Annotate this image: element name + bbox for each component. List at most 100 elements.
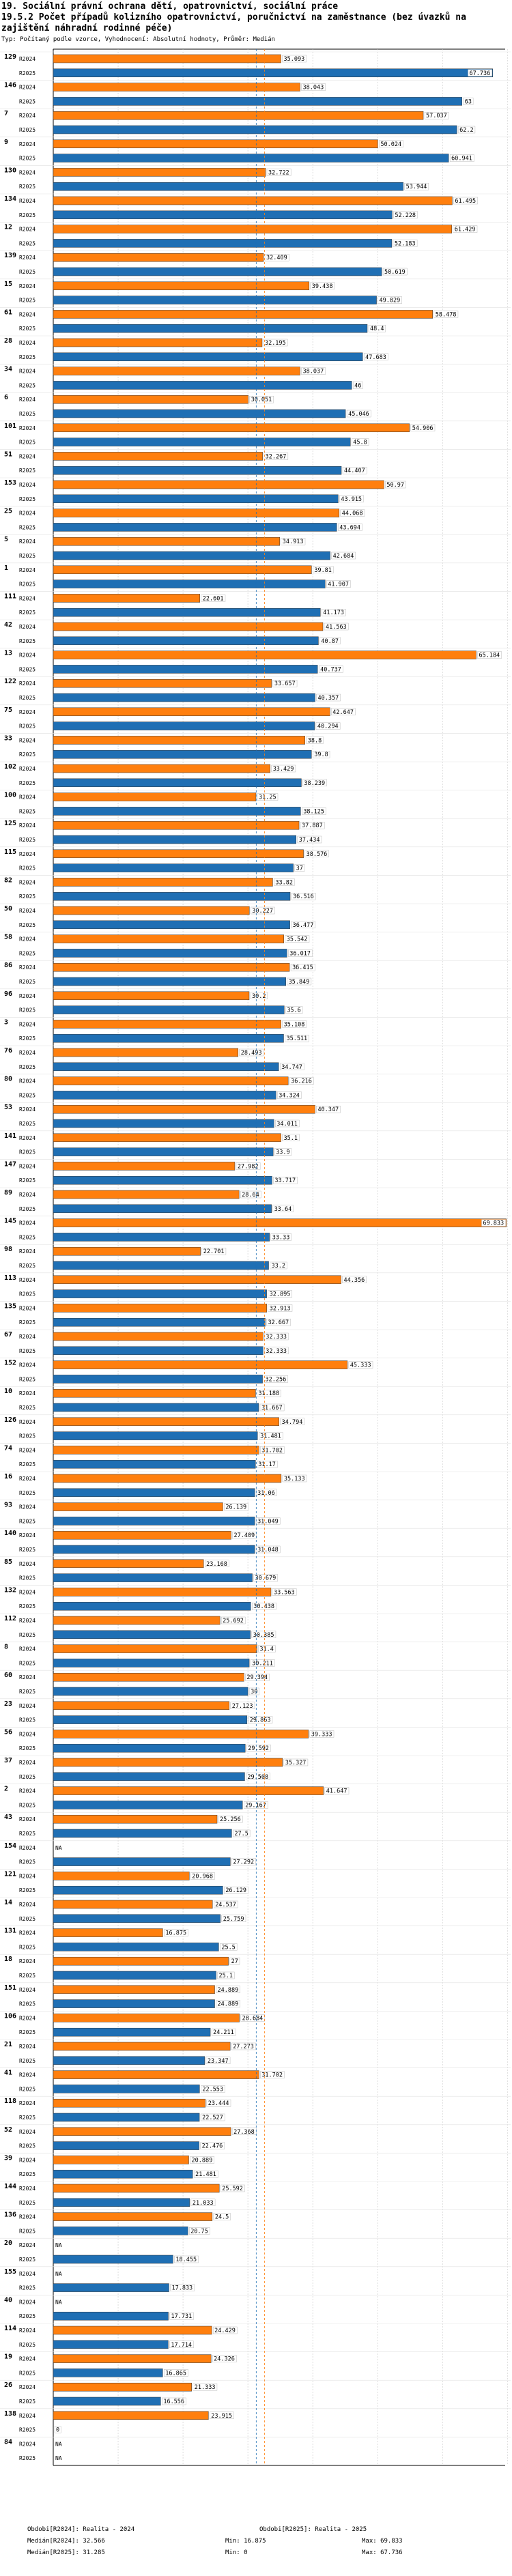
value-label: 47.683 (365, 354, 386, 361)
bar-r2025 (53, 891, 291, 901)
value-label: 30.211 (252, 1660, 273, 1667)
bar-r2025 (53, 1630, 251, 1640)
group-label: 67 (4, 1331, 12, 1339)
series-label: R2025 (19, 1319, 35, 1326)
value-label: 33.33 (272, 1234, 290, 1241)
series-label: R2024 (19, 2356, 35, 2362)
bar-r2025 (53, 1091, 276, 1100)
value-label-box (221, 1616, 246, 1625)
value-label-box (243, 1801, 268, 1809)
bar-r2025 (53, 2198, 190, 2207)
legend-median-2025: Medián[R2025]: 31.285 (27, 2549, 105, 2556)
series-label: R2025 (19, 2115, 35, 2121)
bar-r2024 (53, 2411, 209, 2420)
value-label-box (193, 2383, 218, 2391)
value-label: 31.17 (258, 1461, 276, 1468)
value-label: 50.619 (384, 269, 406, 276)
bar-r2024 (53, 1872, 190, 1880)
value-label-box (272, 1588, 297, 1596)
value-label-box (216, 2000, 240, 2007)
series-label: R2025 (19, 1490, 35, 1496)
value-label: 37.887 (302, 822, 323, 829)
bar-r2024 (53, 1218, 507, 1227)
value-label-box (331, 552, 356, 560)
value-label-box (216, 1986, 240, 1994)
group-label: 147 (4, 1160, 16, 1168)
value-label: 39.438 (312, 283, 333, 290)
value-label-box (339, 495, 364, 502)
bar-r2024 (53, 1360, 348, 1369)
value-label: 25.759 (223, 1916, 244, 1923)
value-label-box (276, 1091, 302, 1099)
bar-r2025 (53, 2056, 205, 2065)
bar-r2024 (53, 253, 264, 262)
value-label-box (220, 1943, 238, 1951)
value-label-box (310, 282, 335, 289)
group-label: 75 (4, 706, 12, 714)
value-label-box (162, 2397, 186, 2405)
value-label-box (264, 453, 289, 460)
value-label-box (270, 1261, 287, 1270)
value-label: 39.81 (314, 567, 332, 574)
value-label-box (306, 736, 324, 744)
value-label-box (229, 1957, 240, 1965)
series-label: R2025 (19, 440, 35, 446)
value-label: 37 (296, 865, 303, 872)
value-label: 24.5 (215, 2214, 229, 2221)
value-label-box (352, 382, 363, 389)
bar-r2024 (53, 480, 384, 489)
value-label: 35.849 (289, 979, 310, 986)
value-label: 0 (56, 2427, 59, 2434)
value-label-box (205, 2057, 231, 2065)
group-label: 93 (4, 1502, 12, 1509)
value-label-box (258, 1645, 276, 1652)
bar-r2024 (53, 1559, 204, 1569)
bar-r2025 (53, 381, 352, 390)
series-label: R2024 (19, 425, 35, 431)
value-label-box (294, 864, 305, 872)
series-label: R2024 (19, 1135, 35, 1141)
series-label: R2024 (19, 511, 35, 517)
bar-r2025 (53, 2027, 211, 2037)
group-label: 112 (4, 1615, 16, 1622)
series-label: R2025 (19, 1802, 35, 1808)
bar-r2024 (53, 906, 250, 915)
series-label: R2024 (19, 1334, 35, 1340)
value-label-box (221, 2184, 245, 2192)
bar-r2024 (53, 2184, 220, 2193)
value-label-box (190, 2199, 216, 2207)
group-label: 151 (4, 1984, 16, 1992)
value-label-box (319, 637, 341, 644)
value-label: 22.527 (202, 2115, 223, 2121)
bar-r2025 (53, 1488, 255, 1498)
value-label-box (240, 1190, 261, 1199)
bar-r2025 (53, 296, 377, 304)
group-label: 76 (4, 1047, 12, 1055)
bar-r2024 (53, 1758, 283, 1767)
value-label-box (481, 1219, 506, 1227)
series-label: R2024 (19, 2413, 35, 2419)
value-label: 31.702 (261, 2072, 283, 2079)
bar-r2024 (53, 2212, 213, 2221)
value-label: 44.068 (342, 511, 363, 517)
series-label: R2025 (19, 184, 35, 190)
series-label: R2024 (19, 85, 35, 91)
group-label: 86 (4, 962, 12, 969)
bar-r2024 (53, 565, 312, 575)
bar-r2024 (53, 878, 273, 887)
value-label: 35.133 (284, 1476, 305, 1483)
group-label: 154 (4, 1842, 16, 1850)
legend-median-2024: Medián[R2024]: 32.566 (27, 2538, 105, 2545)
group-label: 129 (4, 53, 16, 61)
value-label: 24.211 (213, 2029, 234, 2036)
bar-r2025 (53, 494, 339, 504)
group-label: 85 (4, 1558, 12, 1566)
value-label-box (170, 2284, 195, 2291)
bar-r2024 (53, 1672, 244, 1682)
value-label: 48.4 (370, 326, 384, 332)
series-label: R2025 (19, 1291, 35, 1298)
value-label-box (342, 467, 367, 474)
bar-r2024 (53, 452, 263, 461)
legend-period-2025: Obdobi[R2025]: Realita - 2025 (259, 2526, 367, 2533)
value-label: 31.048 (257, 1547, 279, 1554)
